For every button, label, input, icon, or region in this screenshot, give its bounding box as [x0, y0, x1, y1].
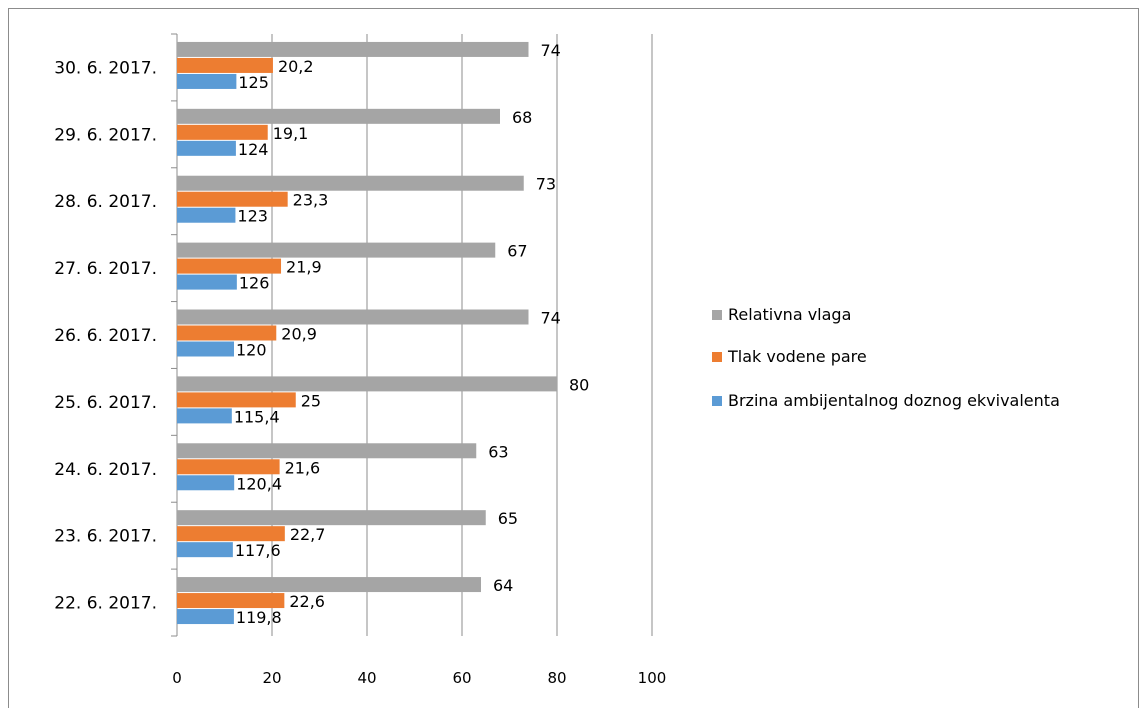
- bar: [177, 124, 268, 140]
- bar: [177, 341, 234, 357]
- legend: Relativna vlaga Tlak vodene pare Brzina am…: [712, 305, 1060, 410]
- data-label: 115,4: [234, 407, 280, 426]
- category-label: 28. 6. 2017.: [54, 192, 157, 212]
- x-tick-label: 20: [262, 669, 281, 687]
- bar: [177, 609, 234, 625]
- data-label: 80: [569, 375, 589, 394]
- x-tick-label: 80: [547, 669, 566, 687]
- data-label: 23,3: [293, 191, 329, 210]
- bars: [177, 41, 557, 625]
- x-tick-label: 100: [638, 669, 667, 687]
- category-label: 25. 6. 2017.: [54, 393, 157, 413]
- bar: [177, 258, 282, 274]
- bar: [177, 325, 277, 341]
- bar: [177, 408, 232, 424]
- category-label: 23. 6. 2017.: [54, 527, 157, 547]
- bar: [177, 542, 233, 558]
- bar: [177, 593, 285, 609]
- x-tick-labels: 0 20 40 60 80 100: [172, 669, 666, 687]
- bar: [177, 526, 285, 542]
- data-label: 20,9: [281, 325, 317, 344]
- legend-swatch: [712, 396, 722, 406]
- x-tick-label: 40: [357, 669, 376, 687]
- legend-label: Tlak vodene pare: [727, 347, 867, 366]
- data-label: 120,4: [236, 474, 282, 493]
- data-label: 65: [498, 509, 518, 528]
- bar: [177, 459, 280, 475]
- bar: [177, 41, 529, 57]
- bar: [177, 242, 496, 258]
- bar: [177, 191, 288, 207]
- data-label: 21,9: [286, 258, 322, 277]
- data-label: 19,1: [273, 124, 309, 143]
- data-label: 126: [239, 274, 270, 293]
- category-label: 26. 6. 2017.: [54, 326, 157, 346]
- bar: [177, 475, 235, 491]
- data-label: 73: [536, 175, 556, 194]
- category-label: 30. 6. 2017.: [54, 58, 157, 78]
- bar: [177, 207, 236, 223]
- legend-swatch: [712, 310, 722, 320]
- bar: [177, 443, 477, 459]
- x-tick-label: 60: [452, 669, 471, 687]
- data-label: 63: [488, 442, 508, 461]
- data-label: 74: [541, 41, 561, 60]
- data-label: 67: [507, 242, 527, 261]
- bar: [177, 392, 296, 408]
- data-label: 124: [238, 140, 269, 159]
- legend-label: Relativna vlaga: [728, 305, 851, 324]
- bar: [177, 376, 557, 392]
- bar: [177, 510, 486, 526]
- data-label: 21,6: [285, 458, 321, 477]
- data-label: 68: [512, 108, 532, 127]
- bar: [177, 108, 500, 124]
- data-label: 117,6: [235, 541, 281, 560]
- bar: [177, 57, 273, 73]
- category-label: 29. 6. 2017.: [54, 125, 157, 145]
- data-label: 125: [238, 73, 269, 92]
- legend-swatch: [712, 352, 722, 362]
- category-label: 24. 6. 2017.: [54, 460, 157, 480]
- data-label: 123: [237, 207, 268, 226]
- legend-label: Brzina ambijentalnog doznog ekvivalenta: [728, 391, 1060, 410]
- data-label: 74: [541, 309, 561, 328]
- data-label: 20,2: [278, 57, 314, 76]
- bar: [177, 73, 237, 89]
- bar: [177, 274, 237, 290]
- bar: [177, 140, 236, 156]
- data-label: 64: [493, 576, 513, 595]
- x-tick-label: 0: [172, 669, 182, 687]
- data-label: 25: [301, 391, 321, 410]
- category-label: 27. 6. 2017.: [54, 259, 157, 279]
- data-label: 22,6: [289, 592, 325, 611]
- data-label: 22,7: [290, 525, 326, 544]
- bar: [177, 577, 481, 593]
- category-label: 22. 6. 2017.: [54, 594, 157, 614]
- bar: [177, 175, 524, 191]
- category-labels: 22. 6. 2017. 23. 6. 2017. 24. 6. 2017. 25. …: [54, 58, 157, 613]
- data-label: 119,8: [236, 608, 282, 627]
- data-label: 120: [236, 341, 267, 360]
- bar: [177, 309, 529, 325]
